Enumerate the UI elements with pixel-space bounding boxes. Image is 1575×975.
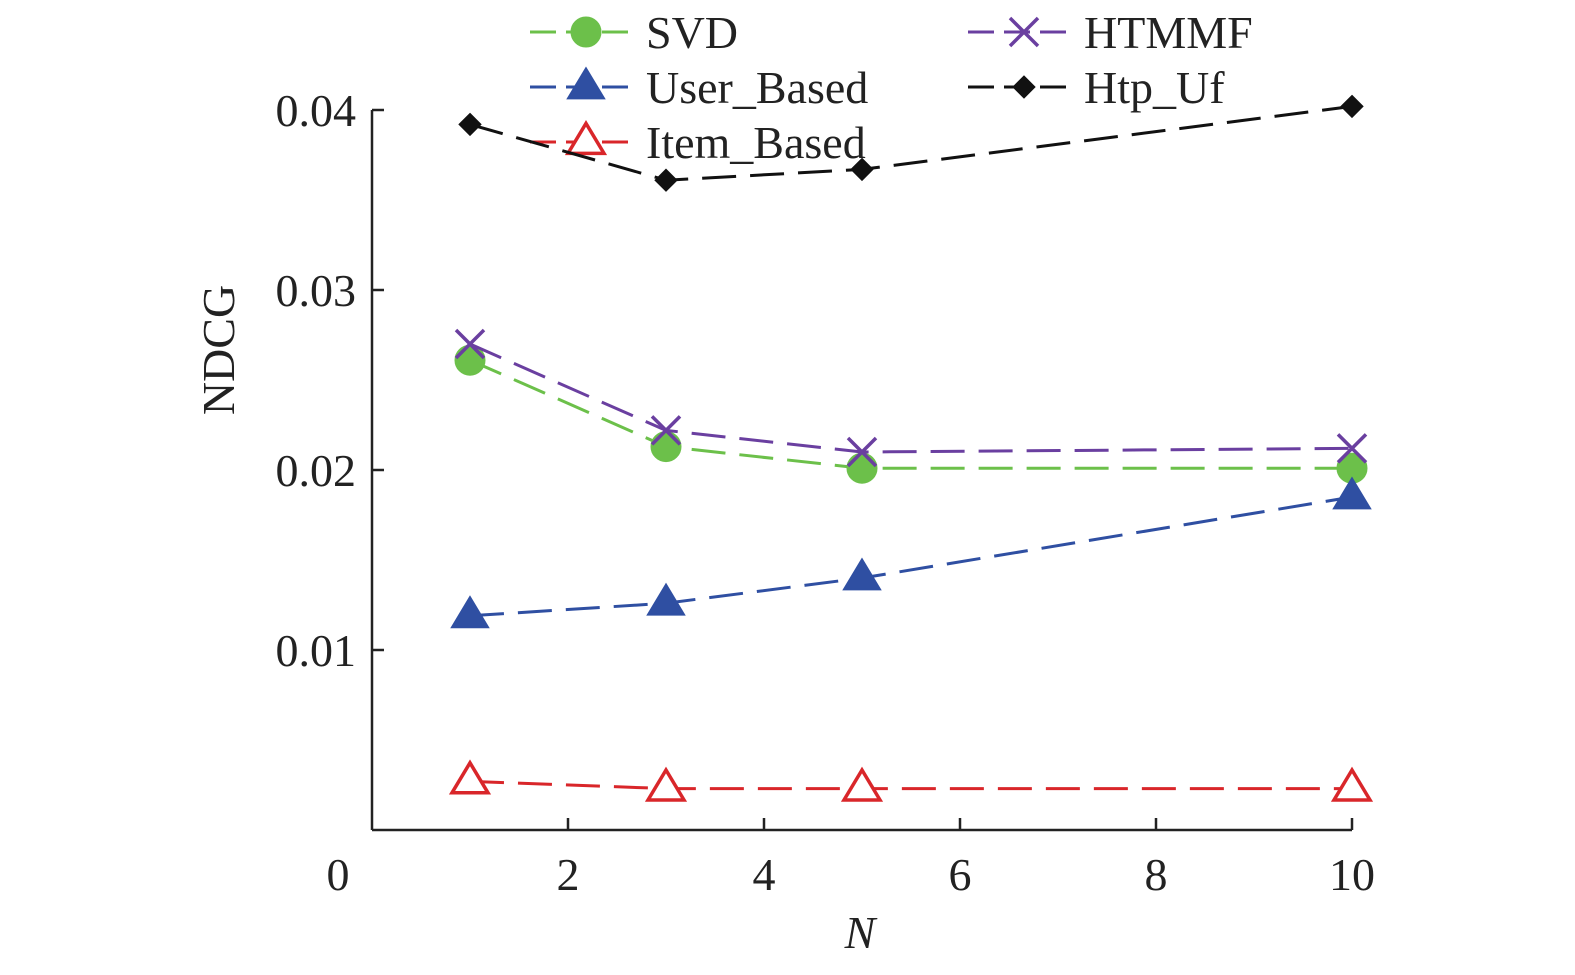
data-point-marker bbox=[644, 766, 688, 802]
y-tick-label: 0.04 bbox=[276, 85, 357, 136]
data-point-marker bbox=[1008, 16, 1040, 48]
data-point-marker bbox=[650, 431, 682, 463]
data-point-marker bbox=[450, 595, 490, 629]
data-point-marker bbox=[840, 766, 884, 802]
origin-label: 0 bbox=[327, 849, 350, 900]
legend-label: SVD bbox=[646, 7, 738, 58]
axes: 0.01 0.02 0.03 0.04 2 4 6 8 10 0 N NDCG bbox=[193, 85, 1375, 958]
data-point-marker bbox=[1340, 94, 1364, 119]
legend-item-htp-uf: Htp_Uf bbox=[968, 62, 1225, 113]
data-point-marker bbox=[646, 582, 686, 616]
legend-label: Htp_Uf bbox=[1084, 62, 1225, 113]
data-point-marker bbox=[454, 328, 486, 360]
data-point-marker bbox=[846, 452, 878, 484]
data-point-marker bbox=[846, 436, 878, 468]
series-line bbox=[469, 495, 1353, 618]
data-point-marker bbox=[1332, 476, 1372, 510]
legend-item-svd: SVD bbox=[530, 7, 738, 58]
data-point-marker bbox=[842, 557, 882, 591]
data-point-marker bbox=[654, 168, 678, 192]
series-htmmf bbox=[454, 328, 1368, 468]
x-tick-label: 4 bbox=[753, 849, 776, 900]
series-layer bbox=[448, 94, 1374, 802]
x-tick-label: 2 bbox=[557, 849, 580, 900]
legend-label: Item_Based bbox=[646, 117, 866, 168]
x-axis-title: N bbox=[844, 907, 878, 958]
data-point-marker bbox=[448, 759, 492, 795]
y-tick-label: 0.01 bbox=[276, 625, 357, 676]
legend-item-item-based: Item_Based bbox=[530, 117, 866, 168]
x-ticks: 2 4 6 8 10 bbox=[557, 818, 1375, 900]
x-tick-label: 10 bbox=[1329, 849, 1375, 900]
data-point-marker bbox=[564, 119, 608, 156]
y-ticks: 0.01 0.02 0.03 0.04 bbox=[276, 85, 384, 676]
x-tick-label: 8 bbox=[1145, 849, 1168, 900]
y-axis-title: NDCG bbox=[193, 285, 244, 415]
data-point-marker bbox=[650, 415, 682, 446]
legend-item-user-based: User_Based bbox=[530, 62, 868, 113]
legend-label: HTMMF bbox=[1084, 7, 1253, 58]
data-point-marker bbox=[850, 157, 874, 182]
series-htp-uf bbox=[458, 94, 1364, 192]
data-point-marker bbox=[1012, 75, 1036, 99]
y-tick-label: 0.03 bbox=[276, 265, 357, 316]
legend-label: User_Based bbox=[646, 62, 868, 113]
series-line bbox=[469, 342, 1353, 454]
data-point-marker bbox=[1330, 766, 1374, 802]
data-point-marker bbox=[1336, 433, 1368, 464]
series-item-based bbox=[448, 759, 1374, 802]
series-line bbox=[469, 104, 1353, 182]
data-point-marker bbox=[566, 66, 606, 100]
data-point-marker bbox=[570, 16, 602, 48]
series-user-based bbox=[450, 476, 1372, 629]
x-tick-label: 6 bbox=[949, 849, 972, 900]
series-line bbox=[469, 358, 1352, 470]
series-line bbox=[469, 779, 1352, 791]
y-tick-label: 0.02 bbox=[276, 445, 357, 496]
series-svd bbox=[454, 344, 1368, 484]
data-point-marker bbox=[458, 112, 482, 137]
legend-item-htmmf: HTMMF bbox=[968, 7, 1253, 58]
